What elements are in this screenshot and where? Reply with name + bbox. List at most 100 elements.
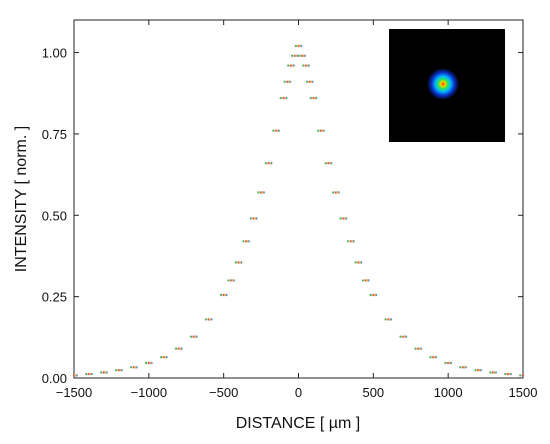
data-point xyxy=(351,240,354,243)
data-point xyxy=(347,240,350,243)
data-point xyxy=(74,374,77,377)
data-point xyxy=(448,361,451,365)
data-point xyxy=(384,318,387,321)
data-point xyxy=(309,96,312,100)
data-point xyxy=(493,371,496,374)
data-point xyxy=(324,162,327,165)
data-point xyxy=(189,335,193,338)
data-point xyxy=(253,217,257,220)
data-point xyxy=(272,129,275,132)
data-point xyxy=(130,366,133,369)
data-point xyxy=(163,356,167,359)
data-point xyxy=(174,347,178,350)
axis-ticks: −1500 −1000 −500 0 500 1000 1500 0.00 0.25 0.50 0.… xyxy=(42,20,538,400)
x-tick-label: 1500 xyxy=(509,385,538,400)
y-tick-label: 1.00 xyxy=(42,46,67,61)
data-point xyxy=(85,372,88,376)
data-points xyxy=(72,44,525,377)
data-point xyxy=(309,80,313,84)
data-point xyxy=(104,371,107,374)
data-point xyxy=(403,335,406,338)
data-point xyxy=(283,96,287,100)
data-point xyxy=(234,261,238,264)
x-axis-title: DISTANCE [ µm ] xyxy=(236,415,360,432)
data-point xyxy=(504,372,507,376)
data-point xyxy=(287,64,290,67)
data-point xyxy=(159,356,163,359)
data-point xyxy=(134,366,137,369)
data-point xyxy=(328,162,331,165)
y-tick-label: 0.00 xyxy=(42,371,67,386)
data-point xyxy=(474,369,477,372)
data-point xyxy=(399,335,402,338)
data-point xyxy=(290,54,294,57)
data-point xyxy=(388,318,391,321)
data-point xyxy=(219,293,223,297)
data-point xyxy=(283,80,286,84)
data-point xyxy=(418,347,421,350)
data-point xyxy=(321,129,324,132)
x-tick-label: 0 xyxy=(295,385,302,400)
data-point xyxy=(208,318,212,321)
data-point xyxy=(478,369,481,372)
data-point xyxy=(336,191,339,194)
data-point xyxy=(298,54,301,57)
data-point xyxy=(149,361,152,365)
data-point xyxy=(119,369,122,372)
series-3-points xyxy=(74,44,511,377)
data-point xyxy=(294,44,297,48)
data-point xyxy=(306,64,309,67)
data-point xyxy=(291,64,294,67)
data-point xyxy=(227,279,230,282)
y-tick-label: 0.75 xyxy=(42,127,67,142)
y-axis-title: INTENSITY [ norm. ] xyxy=(13,126,30,272)
data-point xyxy=(508,372,511,376)
data-point xyxy=(354,261,357,264)
data-point xyxy=(242,240,245,243)
data-point xyxy=(366,279,369,282)
y-tick-label: 0.50 xyxy=(42,208,67,223)
x-tick-label: −1500 xyxy=(56,385,93,400)
beam-spot xyxy=(427,68,459,100)
data-point xyxy=(89,372,92,376)
data-point xyxy=(257,191,260,194)
data-point xyxy=(294,54,298,57)
data-point xyxy=(276,129,279,132)
data-point xyxy=(302,54,305,57)
data-point xyxy=(313,96,316,100)
data-point xyxy=(459,366,462,369)
data-point xyxy=(332,191,335,194)
data-point xyxy=(231,279,234,282)
data-point xyxy=(305,80,309,84)
data-point xyxy=(373,293,376,297)
x-tick-label: 500 xyxy=(362,385,384,400)
x-tick-label: 1000 xyxy=(434,385,463,400)
data-point xyxy=(238,261,242,264)
data-point xyxy=(178,347,182,350)
data-point xyxy=(223,293,227,297)
data-point xyxy=(193,335,197,338)
x-tick-label: −1000 xyxy=(131,385,168,400)
data-point xyxy=(100,371,103,374)
data-point xyxy=(343,217,346,220)
data-point xyxy=(489,371,492,374)
data-point xyxy=(429,356,432,359)
data-point xyxy=(264,162,268,165)
data-point xyxy=(433,356,436,359)
data-point xyxy=(287,80,290,84)
data-point xyxy=(279,96,282,100)
x-tick-label: −500 xyxy=(209,385,238,400)
data-point xyxy=(519,374,522,377)
data-point xyxy=(268,162,272,165)
data-point xyxy=(362,279,365,282)
y-tick-label: 0.25 xyxy=(42,290,67,305)
data-point xyxy=(358,261,361,264)
data-point xyxy=(444,361,447,365)
data-point xyxy=(246,240,249,243)
data-point xyxy=(414,347,417,350)
data-point xyxy=(317,129,320,132)
data-point xyxy=(261,191,264,194)
data-point xyxy=(249,217,253,220)
data-point xyxy=(144,361,148,365)
